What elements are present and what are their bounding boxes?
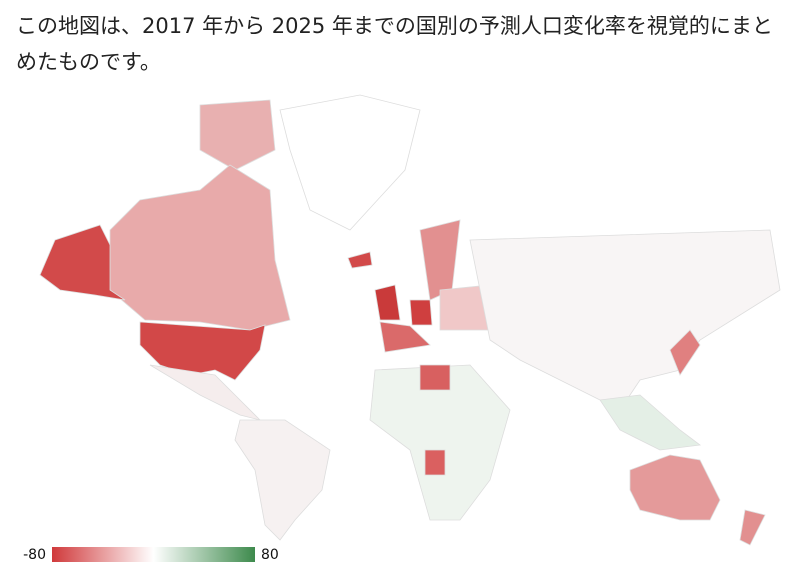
germany: [409, 299, 433, 326]
countries: [39, 94, 781, 546]
canada-arctic: [199, 99, 276, 171]
angola: [424, 449, 446, 476]
description: この地図は、2017 年から 2025 年までの国別の予測人口変化率を視覚的にま…: [16, 14, 773, 74]
central-america: [149, 364, 262, 421]
uk: [374, 284, 401, 321]
australia: [629, 454, 721, 521]
iceland: [347, 251, 373, 269]
south-america: [234, 419, 331, 541]
legend-gradient: [52, 547, 255, 562]
france-spain: [379, 321, 431, 353]
legend-min: -80: [23, 547, 46, 563]
new-zealand: [739, 509, 766, 546]
japan: [669, 329, 701, 376]
libya: [419, 364, 451, 391]
africa: [369, 364, 511, 521]
canada: [109, 164, 291, 331]
usa: [139, 321, 266, 381]
legend-max: 80: [261, 547, 279, 563]
scandinavia: [419, 219, 461, 301]
asia: [469, 229, 781, 411]
alaska: [39, 224, 126, 301]
greenland: [279, 94, 421, 231]
southeast-asia: [599, 394, 702, 451]
